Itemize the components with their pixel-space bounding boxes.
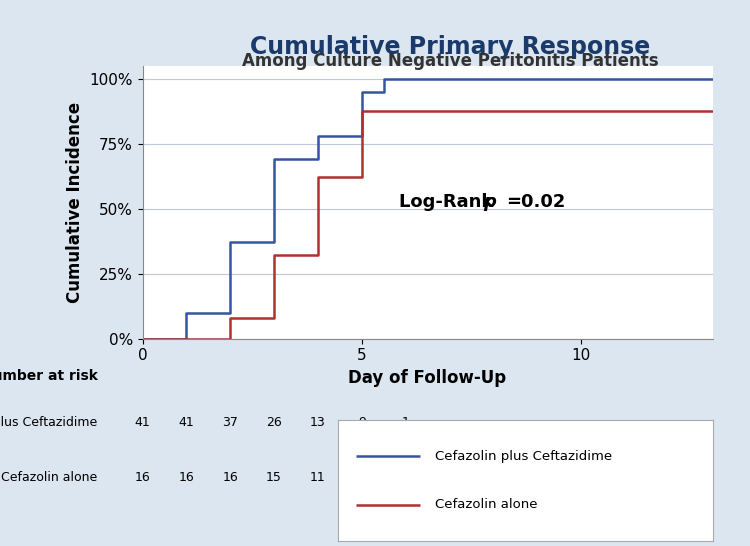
Text: 15: 15 bbox=[266, 471, 282, 484]
Text: 16: 16 bbox=[178, 471, 194, 484]
Text: 11: 11 bbox=[310, 471, 326, 484]
Text: Cumulative Primary Response: Cumulative Primary Response bbox=[250, 35, 650, 60]
Text: 37: 37 bbox=[222, 416, 238, 429]
Text: Log-Rank: Log-Rank bbox=[399, 193, 500, 211]
Text: p: p bbox=[483, 193, 496, 211]
Text: Cefazolin plus Ceftazidime: Cefazolin plus Ceftazidime bbox=[435, 450, 612, 463]
Y-axis label: Cumulative Incidence: Cumulative Incidence bbox=[66, 102, 84, 302]
Text: Cefazolin alone: Cefazolin alone bbox=[435, 498, 538, 511]
Text: Cefazolin alone: Cefazolin alone bbox=[2, 471, 98, 484]
X-axis label: Day of Follow-Up: Day of Follow-Up bbox=[349, 369, 506, 387]
Text: 13: 13 bbox=[310, 416, 326, 429]
Text: 2: 2 bbox=[402, 471, 410, 484]
Text: 16: 16 bbox=[222, 471, 238, 484]
Text: =0.02: =0.02 bbox=[506, 193, 566, 211]
Text: 6: 6 bbox=[358, 471, 366, 484]
Text: 41: 41 bbox=[178, 416, 194, 429]
Text: Number at risk: Number at risk bbox=[0, 369, 98, 383]
Text: 26: 26 bbox=[266, 416, 282, 429]
Text: 1: 1 bbox=[402, 416, 410, 429]
Text: 41: 41 bbox=[135, 416, 150, 429]
Text: 16: 16 bbox=[135, 471, 150, 484]
Text: Cefazolin plus Ceftazidime: Cefazolin plus Ceftazidime bbox=[0, 416, 98, 429]
Text: Among Culture Negative Peritonitis Patients: Among Culture Negative Peritonitis Patie… bbox=[242, 52, 658, 70]
Text: 9: 9 bbox=[358, 416, 366, 429]
